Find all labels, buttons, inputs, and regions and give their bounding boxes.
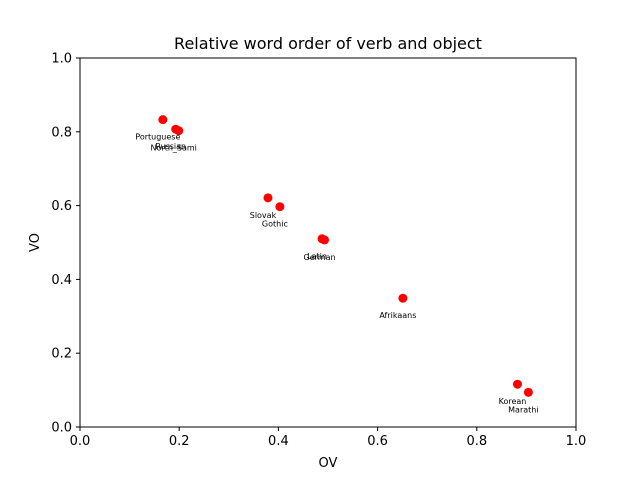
y-axis-label: VO [28,233,43,252]
data-point [263,193,273,203]
y-tick-label: 0.0 [51,421,72,436]
y-tick-label: 0.4 [51,273,72,288]
x-tick-label: 0.4 [268,434,289,449]
x-tick-label: 0.0 [70,434,91,449]
plot-frame [79,57,577,428]
point-label: Afrikaans [379,311,416,320]
point-label: Russian [155,142,186,151]
data-point [523,387,533,397]
data-point [320,235,330,245]
point-label: Slovak [250,211,277,220]
chart-title: Relative word order of verb and object [174,34,482,53]
y-tick-label: 0.2 [51,347,72,362]
y-tick-label: 1.0 [51,52,72,67]
point-label: North_Sami [151,144,197,153]
point-label: Gothic [262,220,288,229]
data-point [398,293,408,303]
axis-ticks: 0.0 0.2 0.4 0.6 0.8 1.0 0.0 0.2 0.4 0.6 0.8 1.0 [51,52,586,450]
x-tick-label: 0.6 [367,434,388,449]
point-label: Portuguese [135,133,180,142]
x-tick-label: 1.0 [566,434,587,449]
point-label: German [304,253,336,262]
data-point [512,379,522,389]
point-label: Marathi [508,405,538,414]
y-tick-label: 0.8 [51,125,72,140]
point-label: Korean [499,397,527,406]
x-tick-label: 0.2 [169,434,190,449]
x-axis-label: OV [319,456,338,471]
point-label: Latin [307,252,327,261]
data-point [158,115,168,125]
x-tick-label: 0.8 [466,434,487,449]
data-points [158,115,533,397]
data-point [275,202,285,212]
data-point [174,126,184,136]
y-tick-label: 0.6 [51,199,72,214]
